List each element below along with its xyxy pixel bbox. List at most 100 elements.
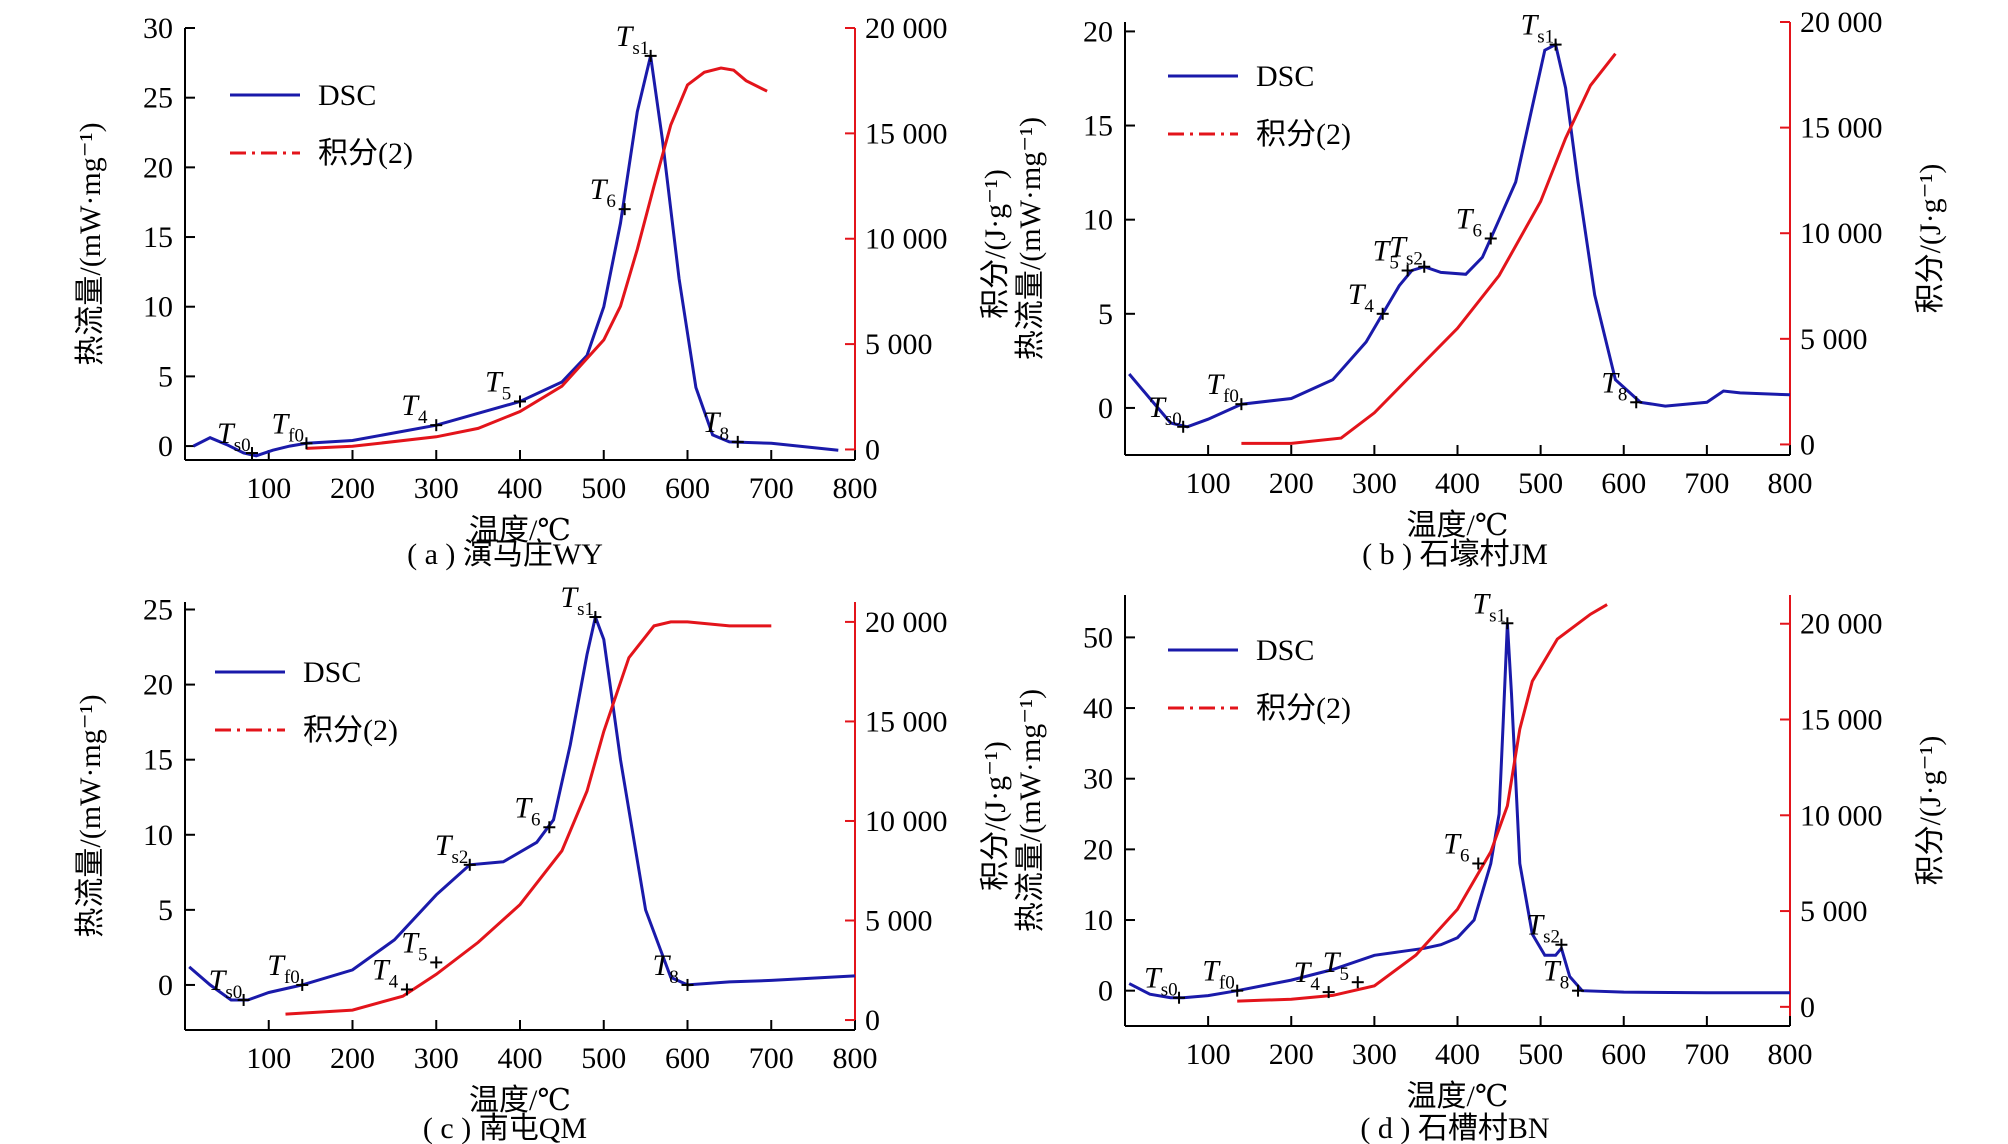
y-right-tick-label: 15 000 (1800, 112, 1883, 145)
integral-line (306, 66, 768, 450)
annotation-label: Tf0 (267, 949, 300, 988)
x-tick-label: 600 (1601, 1038, 1646, 1071)
annotation-label: Ts1 (1521, 9, 1555, 48)
x-tick-label: 500 (1518, 1038, 1563, 1071)
x-tick-label: 400 (1435, 467, 1480, 500)
y-right-tick-label: 5 000 (865, 328, 933, 361)
x-tick-label: 500 (581, 472, 626, 505)
y-right-tick-label: 0 (1800, 991, 1815, 1024)
annotation-label: T5 (1373, 235, 1399, 274)
y-right-tick-label: 5 000 (1800, 895, 1868, 928)
annotation-label: T5 (1323, 946, 1349, 985)
y-right-tick-label: 0 (865, 433, 880, 466)
y-right-tick-label: 15 000 (1800, 704, 1883, 737)
y-left-axis-label: 热流量/(mW·mg⁻¹) (1014, 117, 1047, 360)
x-tick-label: 800 (1768, 467, 1813, 500)
y-left-tick-label: 40 (1083, 692, 1113, 725)
x-tick-label: 600 (1601, 467, 1646, 500)
y-left-axis-label: 热流量/(mW·mg⁻¹) (74, 694, 107, 937)
y-left-tick-label: 20 (143, 669, 173, 702)
dsc-line (1128, 623, 1790, 1000)
x-tick-label: 200 (330, 1042, 375, 1075)
legend-integral-label: 积分(2) (1256, 118, 1351, 151)
x-tick-label: 400 (1435, 1038, 1480, 1071)
x-tick-label: 600 (665, 472, 710, 505)
y-left-tick-label: 0 (158, 969, 173, 1002)
x-tick-label: 800 (833, 1042, 878, 1075)
y-left-tick-label: 25 (143, 82, 173, 115)
annotation-label: T5 (401, 926, 427, 965)
integral-line (285, 620, 772, 1016)
y-left-axis-label: 热流量/(mW·mg⁻¹) (1014, 689, 1047, 932)
y-right-tick-label: 0 (865, 1004, 880, 1037)
x-tick-label: 800 (833, 472, 878, 505)
x-axis-label: 温度/℃ (469, 1084, 571, 1117)
x-tick-label: 300 (414, 472, 459, 505)
x-tick-label: 800 (1768, 1038, 1813, 1071)
x-tick-label: 100 (246, 472, 291, 505)
dsc-line (192, 55, 839, 458)
x-tick-label: 200 (1269, 467, 1314, 500)
annotation-label: Ts0 (209, 964, 243, 1003)
y-left-tick-label: 15 (1083, 110, 1113, 143)
annotation-label: T4 (1348, 278, 1375, 317)
y-left-tick-label: 30 (143, 12, 173, 45)
x-tick-label: 300 (1352, 467, 1397, 500)
x-tick-label: 100 (246, 1042, 291, 1075)
legend-integral-label: 积分(2) (303, 714, 398, 747)
y-right-tick-label: 5 000 (1800, 323, 1868, 356)
y-left-tick-label: 20 (1083, 833, 1113, 866)
annotation-label: T4 (372, 953, 399, 992)
panel-caption: ( d ) 石槽村BN (1360, 1112, 1549, 1144)
y-left-tick-label: 10 (1083, 904, 1113, 937)
annotation-label: Ts0 (217, 417, 251, 456)
y-left-tick-label: 50 (1083, 621, 1113, 654)
annotation-label: Ts2 (1526, 909, 1560, 948)
annotation-label: T4 (401, 389, 428, 428)
y-left-tick-label: 20 (1083, 15, 1113, 48)
y-right-axis-label: 积分/(J·g⁻¹) (1914, 164, 1947, 314)
x-tick-label: 700 (749, 1042, 794, 1075)
y-left-tick-label: 15 (143, 744, 173, 777)
y-right-axis-label: 积分/(J·g⁻¹) (1914, 736, 1947, 886)
y-right-tick-label: 10 000 (1800, 217, 1883, 250)
y-right-axis-label: 积分/(J·g⁻¹) (979, 741, 1012, 891)
y-left-tick-label: 5 (158, 894, 173, 927)
legend-integral-label: 积分(2) (318, 137, 413, 170)
integral-line (1237, 603, 1608, 1003)
y-left-tick-label: 5 (1098, 298, 1113, 331)
y-left-tick-label: 10 (143, 819, 173, 852)
y-right-tick-label: 10 000 (1800, 799, 1883, 832)
panel-caption: ( c ) 南屯QM (423, 1112, 587, 1144)
legend-dsc-label: DSC (1256, 60, 1314, 93)
y-left-axis-label: 热流量/(mW·mg⁻¹) (74, 122, 107, 365)
annotation-label: Ts2 (1389, 231, 1423, 270)
annotation-label: T6 (514, 791, 540, 830)
y-left-tick-label: 30 (1083, 763, 1113, 796)
annotation-label: Ts0 (1148, 391, 1182, 430)
y-right-tick-label: 20 000 (865, 12, 948, 45)
integral-line (1241, 52, 1617, 445)
x-tick-label: 700 (1684, 1038, 1729, 1071)
x-tick-label: 100 (1186, 467, 1231, 500)
y-left-tick-label: 0 (158, 430, 173, 463)
y-left-tick-label: 5 (158, 360, 173, 393)
x-tick-label: 400 (498, 472, 543, 505)
annotation-label: Ts2 (435, 829, 469, 868)
y-right-tick-label: 20 000 (1800, 608, 1883, 641)
y-left-tick-label: 0 (1098, 975, 1113, 1008)
dsc-line (1128, 42, 1791, 429)
y-left-tick-label: 0 (1098, 392, 1113, 425)
y-right-tick-label: 15 000 (865, 705, 948, 738)
x-tick-label: 400 (498, 1042, 543, 1075)
annotation-label: Tf0 (1206, 368, 1239, 407)
x-tick-label: 100 (1186, 1038, 1231, 1071)
y-left-tick-label: 15 (143, 221, 173, 254)
x-tick-label: 200 (330, 472, 375, 505)
chart-panel-2: 100 200 300 400 500 600 700 800 0 5 10 15 20 25 0 5 000… (74, 581, 1012, 1144)
x-tick-label: 700 (1684, 467, 1729, 500)
y-right-tick-label: 5 000 (865, 905, 933, 938)
